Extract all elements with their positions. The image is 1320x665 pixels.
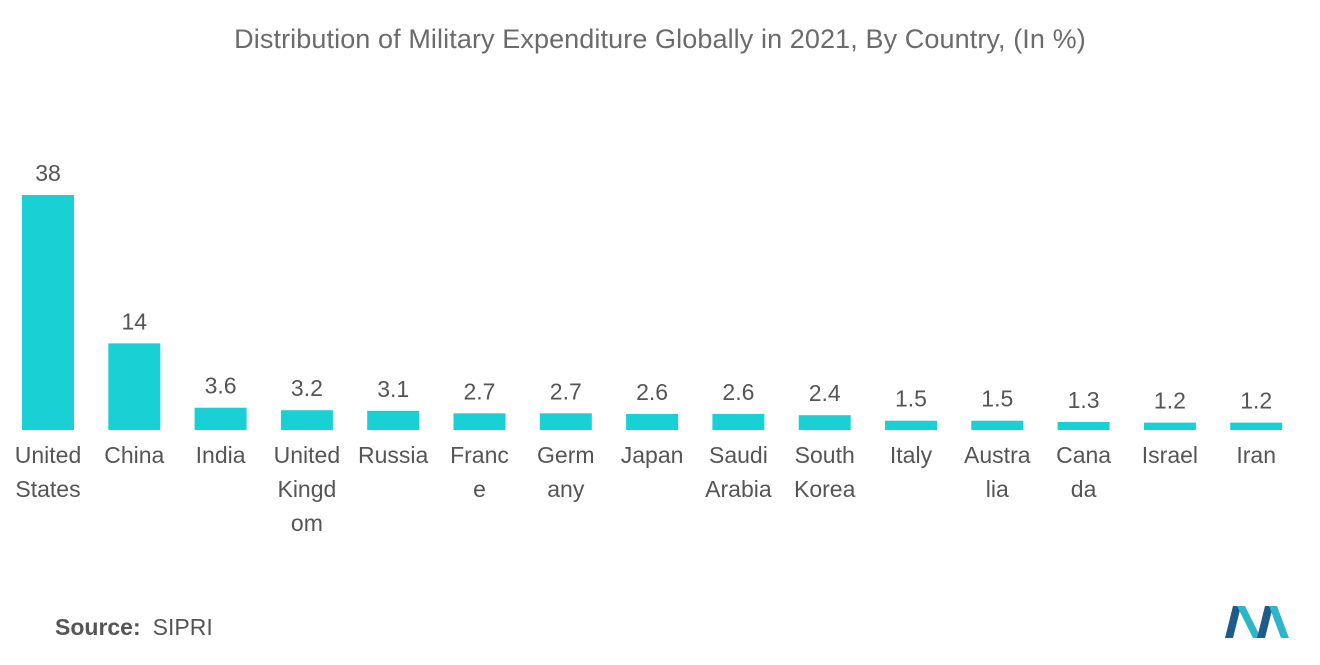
chart-title: Distribution of Military Expenditure Glo… [234,24,1086,54]
source-key: Source: [55,614,141,640]
data-label: 2.4 [809,380,841,406]
data-label: 2.7 [550,378,582,404]
logo-shape-right [1257,606,1273,638]
bar [1143,422,1196,430]
category-label: Germ [537,442,595,468]
category-label: South [795,442,855,468]
category-label: United [15,442,81,468]
category-label: Japan [621,442,684,468]
bar [280,410,333,430]
category-label: Russia [358,442,429,468]
bar [1230,422,1283,430]
logo-shape-end [1269,606,1289,638]
source-note: Source: SIPRI [55,614,213,641]
bar [453,413,506,430]
mordor-intelligence-logo [1225,606,1289,638]
category-label: Kingd [277,476,336,502]
category-label: China [104,442,164,468]
category-label: da [1071,476,1097,502]
data-label: 3.1 [377,376,409,402]
category-label: Saudi [709,442,768,468]
category-label: States [15,476,80,502]
category-label: e [473,476,486,502]
data-label: 1.3 [1068,387,1100,413]
bar [885,420,937,430]
data-label: 38 [35,160,61,186]
data-label: 3.6 [205,373,237,399]
category-label: Iran [1236,442,1276,468]
bar [971,420,1024,430]
bar [1057,422,1110,430]
logo-shape-left [1225,606,1241,638]
category-label: Cana [1056,442,1111,468]
category-label: Korea [794,476,856,502]
bar [712,413,765,430]
data-label: 1.5 [981,386,1013,412]
data-label: 2.6 [636,379,668,405]
category-label: Arabia [705,476,772,502]
data-label: 2.7 [464,378,496,404]
category-label: lia [986,476,1009,502]
data-label: 1.2 [1154,388,1186,414]
data-label: 3.2 [291,375,323,401]
bar [539,413,592,430]
source-value: SIPRI [152,614,213,640]
bar [108,343,161,430]
logo-shape-mid [1237,606,1261,638]
category-label: any [547,476,585,502]
bar [194,407,247,430]
category-label: Italy [890,442,933,468]
category-label: Franc [450,442,509,468]
data-label: 1.5 [895,386,927,412]
category-label: om [291,510,323,536]
data-label: 14 [122,308,148,334]
bar [798,415,851,430]
category-label: India [196,442,246,468]
bar [22,195,74,430]
data-label: 1.2 [1240,388,1272,414]
bar [367,410,420,430]
bar [626,413,679,430]
category-label: United [274,442,340,468]
category-label: Israel [1142,442,1198,468]
data-label: 2.6 [722,379,754,405]
category-label: Austra [964,442,1031,468]
